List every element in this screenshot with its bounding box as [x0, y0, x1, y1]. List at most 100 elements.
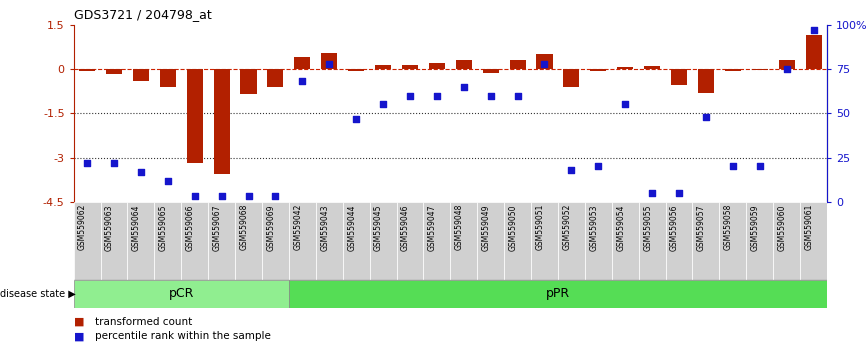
Bar: [477, 202, 504, 280]
Bar: [698, 69, 714, 93]
Point: [134, 169, 148, 175]
Bar: [693, 202, 720, 280]
Point: [430, 93, 443, 98]
Text: GSM559056: GSM559056: [670, 204, 679, 251]
Bar: [456, 59, 472, 69]
Text: disease state ▶: disease state ▶: [0, 289, 75, 299]
Text: GSM559054: GSM559054: [617, 204, 625, 251]
Bar: [132, 69, 149, 81]
Bar: [106, 69, 122, 74]
Bar: [289, 202, 316, 280]
Text: pCR: pCR: [169, 287, 194, 300]
Text: GSM559067: GSM559067: [213, 204, 222, 251]
Bar: [268, 69, 283, 87]
Text: GSM559066: GSM559066: [185, 204, 195, 251]
Point: [161, 178, 175, 183]
Point: [753, 164, 766, 169]
Point: [242, 194, 255, 199]
Point: [349, 116, 363, 121]
Point: [188, 194, 202, 199]
Bar: [531, 202, 558, 280]
Bar: [611, 202, 638, 280]
Text: GSM559059: GSM559059: [751, 204, 759, 251]
Text: ■: ■: [74, 331, 84, 341]
Bar: [294, 57, 310, 69]
Bar: [725, 69, 741, 70]
Text: GSM559058: GSM559058: [724, 204, 733, 251]
Text: GSM559057: GSM559057: [697, 204, 706, 251]
Bar: [154, 202, 181, 280]
Bar: [666, 202, 693, 280]
Bar: [644, 66, 660, 69]
Bar: [720, 202, 746, 280]
Bar: [375, 65, 391, 69]
Bar: [423, 202, 450, 280]
Text: GSM559047: GSM559047: [428, 204, 436, 251]
Bar: [450, 202, 477, 280]
Bar: [429, 63, 445, 69]
Bar: [235, 202, 262, 280]
Bar: [100, 202, 127, 280]
Bar: [773, 202, 800, 280]
Bar: [638, 202, 666, 280]
Point: [672, 190, 686, 196]
Point: [726, 164, 740, 169]
Bar: [289, 280, 827, 308]
Text: GSM559052: GSM559052: [562, 204, 572, 251]
Text: GSM559042: GSM559042: [294, 204, 302, 251]
Point: [295, 79, 309, 84]
Text: GSM559065: GSM559065: [158, 204, 168, 251]
Bar: [482, 69, 499, 73]
Bar: [262, 202, 289, 280]
Bar: [79, 69, 95, 72]
Point: [511, 93, 525, 98]
Text: transformed count: transformed count: [95, 317, 192, 327]
Bar: [343, 202, 370, 280]
Point: [268, 194, 282, 199]
Bar: [159, 69, 176, 87]
Point: [457, 84, 471, 90]
Bar: [181, 202, 208, 280]
Point: [565, 167, 578, 173]
Text: GSM559045: GSM559045: [374, 204, 383, 251]
Bar: [558, 202, 585, 280]
Text: GSM559062: GSM559062: [78, 204, 87, 251]
Bar: [671, 69, 687, 85]
Bar: [504, 202, 531, 280]
Text: percentile rank within the sample: percentile rank within the sample: [95, 331, 271, 341]
Bar: [74, 280, 289, 308]
Point: [81, 160, 94, 166]
Bar: [591, 69, 606, 72]
Point: [376, 102, 390, 107]
Bar: [746, 202, 773, 280]
Text: GSM559069: GSM559069: [267, 204, 275, 251]
Point: [699, 114, 713, 120]
Bar: [214, 69, 229, 174]
Text: GSM559044: GSM559044: [347, 204, 356, 251]
Text: GSM559055: GSM559055: [643, 204, 652, 251]
Bar: [536, 54, 553, 69]
Text: ■: ■: [74, 317, 84, 327]
Text: GSM559051: GSM559051: [535, 204, 545, 251]
Bar: [402, 64, 418, 69]
Text: GSM559064: GSM559064: [132, 204, 141, 251]
Point: [107, 160, 121, 166]
Bar: [348, 69, 365, 70]
Text: GSM559061: GSM559061: [805, 204, 813, 251]
Text: GSM559068: GSM559068: [240, 204, 249, 251]
Text: pPR: pPR: [546, 287, 570, 300]
Point: [538, 61, 552, 67]
Bar: [617, 67, 633, 69]
Bar: [563, 69, 579, 87]
Bar: [397, 202, 423, 280]
Text: GSM559060: GSM559060: [778, 204, 786, 251]
Bar: [585, 202, 611, 280]
Text: GSM559050: GSM559050: [508, 204, 518, 251]
Point: [403, 93, 417, 98]
Point: [618, 102, 632, 107]
Bar: [752, 69, 768, 70]
Point: [484, 93, 498, 98]
Bar: [127, 202, 154, 280]
Bar: [800, 202, 827, 280]
Text: GSM559048: GSM559048: [455, 204, 464, 251]
